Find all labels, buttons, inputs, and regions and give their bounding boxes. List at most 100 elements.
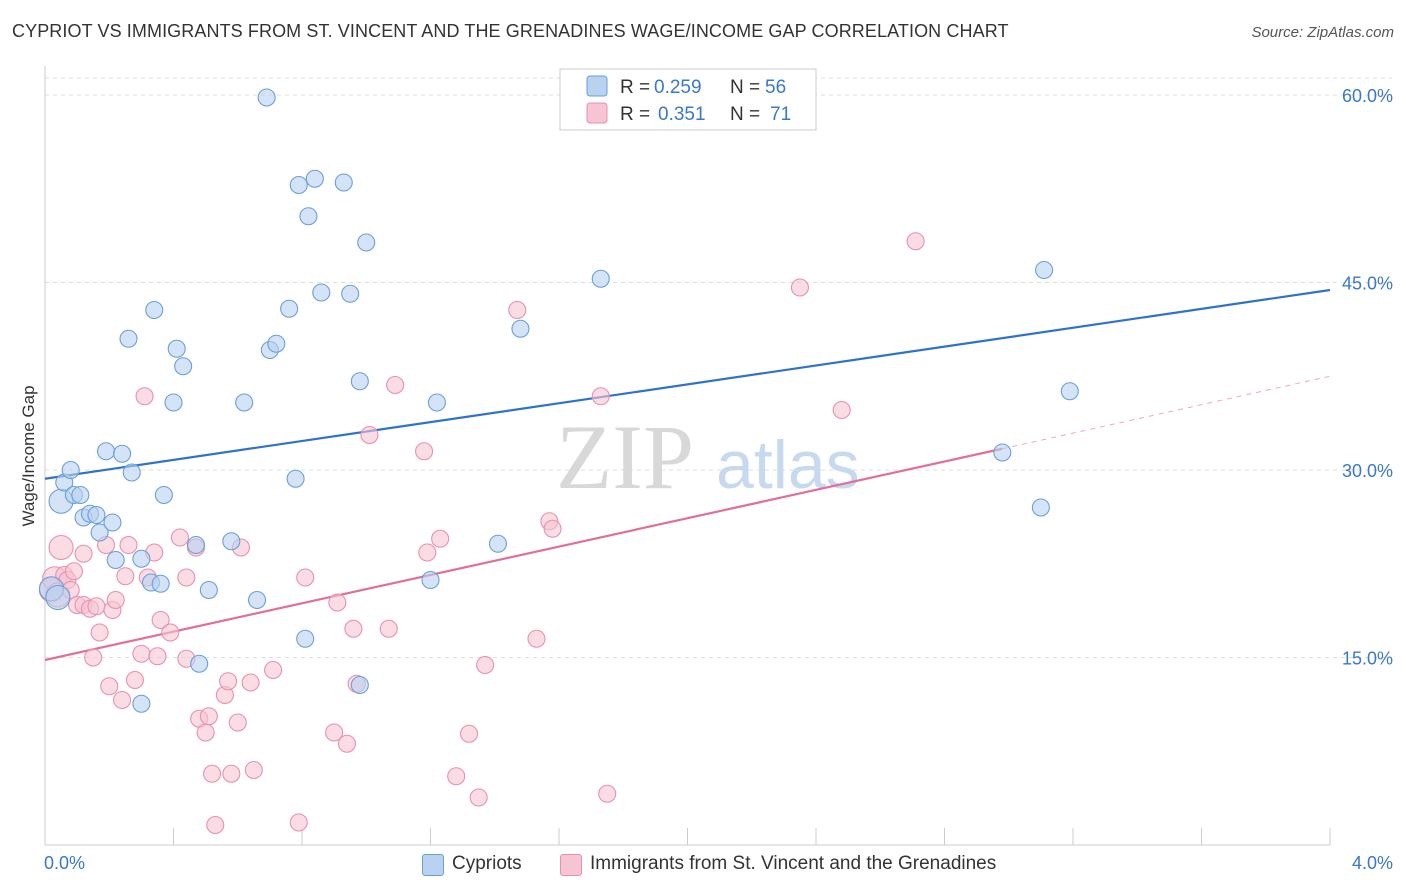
point-immigrants <box>196 723 215 742</box>
point-immigrants <box>360 425 379 445</box>
point-immigrants <box>206 815 225 835</box>
bottom-legend-swatch-immigrants <box>560 854 582 876</box>
legend-n-label-1: N = <box>730 77 760 98</box>
point-cypriots <box>299 207 318 226</box>
point-immigrants <box>100 677 119 696</box>
point-immigrants <box>386 375 405 395</box>
point-cypriots <box>71 485 90 505</box>
point-immigrants <box>906 232 925 251</box>
point-immigrants <box>90 623 109 642</box>
point-cypriots <box>174 357 193 376</box>
trend-line-cypriots <box>44 288 1331 480</box>
legend-n-value-1: 56 <box>765 77 786 98</box>
trend-line-extension-immigrants <box>1002 375 1331 450</box>
point-cypriots <box>341 284 360 303</box>
point-immigrants <box>241 673 260 692</box>
legend-n-label-2: N = <box>730 104 760 125</box>
point-immigrants <box>203 764 222 783</box>
x-tick-label: 4.0% <box>1352 853 1393 873</box>
grid-layer <box>45 77 1392 658</box>
bottom-legend: Cypriots Immigrants from St. Vincent and… <box>0 850 1406 880</box>
point-cypriots <box>190 654 209 673</box>
point-immigrants <box>132 644 151 663</box>
legend-swatch-cypriots <box>586 75 608 97</box>
watermark: ZIP atlas <box>556 406 860 508</box>
point-cypriots <box>350 675 369 695</box>
bottom-legend-swatch-cypriots <box>422 854 444 876</box>
point-immigrants <box>476 655 495 675</box>
point-immigrants <box>199 707 218 726</box>
point-immigrants <box>135 387 154 406</box>
point-cypriots <box>305 169 324 188</box>
point-cypriots <box>280 299 299 318</box>
point-cypriots <box>90 523 109 542</box>
point-cypriots <box>119 329 138 348</box>
point-cypriots <box>45 584 71 611</box>
point-cypriots <box>103 513 122 532</box>
point-immigrants <box>527 629 546 648</box>
watermark-atlas: atlas <box>716 427 860 503</box>
labels-layer: 15.0% 30.0% 45.0% 60.0% 0.0% 4.0% <box>44 86 1393 873</box>
trend-layer <box>44 288 1331 662</box>
point-immigrants <box>431 529 450 548</box>
legend-r-value-2: 0.351 <box>658 104 706 125</box>
point-immigrants <box>48 534 74 561</box>
point-immigrants <box>264 660 283 680</box>
bottom-legend-label-immigrants: Immigrants from St. Vincent and the Gren… <box>590 853 997 874</box>
point-immigrants <box>543 519 562 538</box>
point-immigrants <box>84 648 103 667</box>
point-cypriots <box>488 534 508 553</box>
point-cypriots <box>591 269 610 288</box>
point-cypriots <box>993 443 1012 462</box>
point-cypriots <box>235 393 254 412</box>
point-cypriots <box>1060 382 1079 401</box>
point-immigrants <box>228 713 247 732</box>
point-cypriots <box>87 505 106 525</box>
point-immigrants <box>832 400 851 420</box>
point-cypriots <box>350 372 369 391</box>
source-label: Source: ZipAtlas.com <box>1251 24 1394 41</box>
point-cypriots <box>132 549 151 568</box>
legend-swatch-immigrants <box>586 102 608 124</box>
legend-n-value-2: 71 <box>770 104 791 125</box>
point-immigrants <box>296 568 315 587</box>
point-immigrants <box>469 788 488 807</box>
point-cypriots <box>267 334 286 353</box>
point-immigrants <box>125 670 144 690</box>
point-cypriots <box>257 88 276 107</box>
point-cypriots <box>145 300 164 320</box>
point-cypriots <box>186 535 206 555</box>
point-cypriots <box>167 339 186 358</box>
point-cypriots <box>222 532 241 551</box>
axes-layer <box>44 66 1331 846</box>
legend-box: R = 0.259 N = 56 R = 0.351 N = 71 <box>559 68 817 131</box>
point-immigrants <box>508 300 527 320</box>
point-immigrants <box>418 543 437 562</box>
point-cypriots <box>106 550 125 570</box>
point-cypriots <box>289 175 308 195</box>
point-immigrants <box>447 767 466 786</box>
x-tick-label: 0.0% <box>44 853 85 873</box>
point-cypriots <box>154 485 173 505</box>
point-cypriots <box>151 574 170 593</box>
point-cypriots <box>357 233 376 252</box>
point-immigrants <box>222 764 241 783</box>
point-cypriots <box>286 469 305 488</box>
point-immigrants <box>328 593 347 612</box>
point-immigrants <box>289 813 308 832</box>
point-immigrants <box>459 724 479 743</box>
point-cypriots <box>113 444 132 463</box>
y-tick-label: 45.0% <box>1342 274 1393 294</box>
point-cypriots <box>511 319 530 338</box>
point-immigrants <box>119 535 138 555</box>
legend-r-label-2: R = <box>620 104 650 125</box>
point-immigrants <box>415 442 434 461</box>
point-immigrants <box>170 528 189 547</box>
point-immigrants <box>148 647 167 666</box>
point-immigrants <box>790 278 809 297</box>
point-immigrants <box>161 623 180 642</box>
point-immigrants <box>151 610 170 630</box>
point-cypriots <box>61 460 80 480</box>
watermark-zip: ZIP <box>556 406 694 508</box>
point-cypriots <box>96 442 116 461</box>
